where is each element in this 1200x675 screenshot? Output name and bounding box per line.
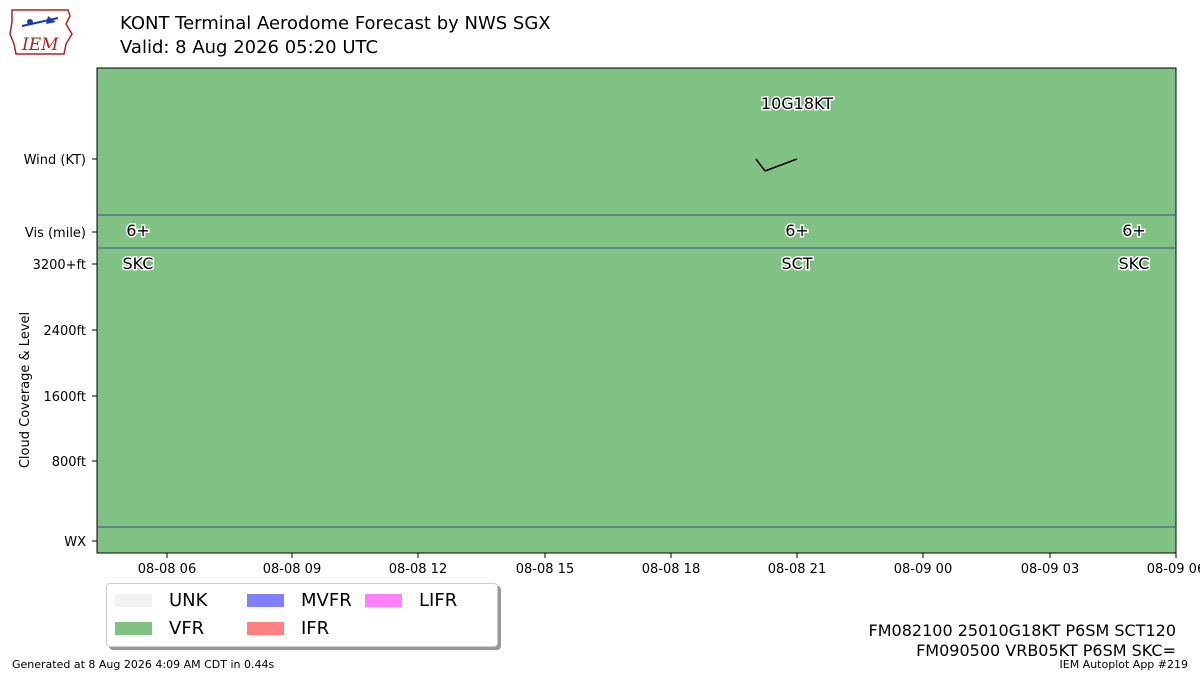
x-labels: 08-08 06 08-08 09 08-08 12 08-08 15 08-0… [138,562,1200,577]
footer-generated: Generated at 8 Aug 2026 4:09 AM CDT in 0… [12,658,275,671]
legend-label: VFR [169,618,205,639]
legend-swatch [247,594,284,607]
y-labels: Wind (KT) Vis (mile) 3200+ft 2400ft 1600… [24,153,86,550]
legend-item-ifr: IFR [247,618,329,639]
legend: UNK MVFR LIFR VFR IFR [106,583,498,647]
iem-logo: IEM [9,9,73,55]
legend-item-mvfr: MVFR [247,590,352,611]
legend-label: UNK [169,590,208,611]
chart-title: KONT Terminal Aerodome Forecast by NWS S… [120,13,551,34]
taf-line: FM082100 25010G18KT P6SM SCT120 [868,621,1176,640]
logo-text: IEM [21,35,59,55]
x-tick-label: 08-08 18 [642,562,700,577]
x-tick-label: 08-08 09 [263,562,321,577]
legend-swatch [115,622,152,635]
y-label-vis: Vis (mile) [25,226,86,241]
legend-item-lifr: LIFR [365,590,457,611]
x-tick-label: 08-08 15 [516,562,574,577]
plot-area [96,67,1177,554]
legend-label: IFR [301,618,330,639]
legend-item-unk: UNK [115,590,207,611]
wind-label: 10G18KT [761,94,833,113]
legend-label: MVFR [301,590,352,611]
legend-swatch [365,594,402,607]
legend-swatch [115,594,152,607]
wind-barb [755,158,798,172]
cloud-label: SKC [123,254,154,273]
legend-swatch [247,622,284,635]
x-tick-label: 08-09 00 [894,562,952,577]
x-tick-label: 08-09 03 [1021,562,1079,577]
legend-item-vfr: VFR [115,618,204,639]
footer-app: IEM Autoplot App #219 [1059,658,1189,671]
vis-label: 6+ [1122,221,1146,240]
y-label-1600: 1600ft [43,390,86,405]
vis-label: 6+ [785,221,809,240]
chart-subtitle: Valid: 8 Aug 2026 05:20 UTC [120,37,379,58]
vis-label: 6+ [126,221,150,240]
taf-line: FM090500 VRB05KT P6SM SKC= [916,641,1176,660]
x-tick-label: 08-09 06 [1147,562,1200,577]
x-tick-label: 08-08 21 [768,562,826,577]
visibility-labels: 6+ 6+ 6+ [125,220,1148,242]
y-label-wind: Wind (KT) [24,153,86,168]
y-label-wx: WX [64,535,86,550]
cloud-labels: SKC SCT SKC [121,253,1151,275]
y-ticks [92,158,97,542]
x-tick-label: 08-08 12 [389,562,447,577]
cloud-label: SCT [781,254,812,273]
y-label-800: 800ft [52,455,86,470]
x-tick-label: 08-08 06 [138,562,196,577]
y-label-2400: 2400ft [43,324,86,339]
y-axis-title: Cloud Coverage & Level [18,312,33,468]
cloud-label: SKC [1119,254,1150,273]
x-ticks [166,553,1177,558]
y-label-3200: 3200+ft [33,258,86,273]
legend-label: LIFR [419,590,458,611]
